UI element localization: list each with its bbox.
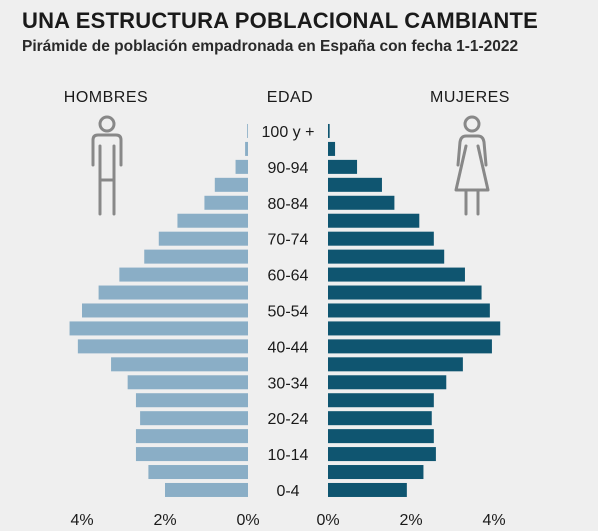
x-tick-right: 4% <box>482 512 505 529</box>
age-label: 0-4 <box>276 483 299 500</box>
age-label: 20-24 <box>268 411 309 428</box>
bar-female-90-94 <box>328 159 358 174</box>
bar-male-35-39 <box>111 357 248 372</box>
bar-male-50-54 <box>82 303 248 318</box>
bar-male-80-84 <box>204 195 248 210</box>
bar-female-45-49 <box>328 321 501 336</box>
bar-male-30-34 <box>127 375 248 390</box>
bar-male-75-79 <box>177 213 248 228</box>
bar-male-65-69 <box>144 249 248 264</box>
bar-female-15-19 <box>328 429 434 444</box>
bar-female-40-44 <box>328 339 492 354</box>
bar-female-35-39 <box>328 357 463 372</box>
header-right: MUJERES <box>430 89 510 106</box>
female-figure-icon <box>454 115 490 216</box>
age-label: 90-94 <box>268 160 309 177</box>
bar-female-10-14 <box>328 447 436 462</box>
chart-subtitle: Pirámide de población empadronada en Esp… <box>22 38 519 55</box>
bar-female-100 y + <box>328 123 330 138</box>
bar-male-10-14 <box>135 447 248 462</box>
bar-male-5-9 <box>148 465 248 480</box>
bar-male-0-4 <box>165 482 248 497</box>
age-label: 60-64 <box>268 268 309 285</box>
bar-female-50-54 <box>328 303 490 318</box>
bar-male-15-19 <box>135 429 248 444</box>
header-left: HOMBRES <box>64 89 148 106</box>
chart-title: UNA ESTRUCTURA POBLACIONAL CAMBIANTE <box>22 8 539 33</box>
bar-female-30-34 <box>328 375 447 390</box>
bar-male-45-49 <box>69 321 248 336</box>
male-figure-icon <box>91 115 123 216</box>
bar-male-55-59 <box>98 285 248 300</box>
bar-female-5-9 <box>328 465 424 480</box>
x-tick-left: 0% <box>236 512 259 529</box>
bar-female-80-84 <box>328 195 395 210</box>
x-tick-left: 2% <box>153 512 176 529</box>
bar-female-60-64 <box>328 267 465 282</box>
x-tick-right: 0% <box>316 512 339 529</box>
bar-male-40-44 <box>77 339 248 354</box>
bar-female-55-59 <box>328 285 482 300</box>
age-label: 80-84 <box>268 196 309 213</box>
bar-male-60-64 <box>119 267 248 282</box>
header-center: EDAD <box>267 89 313 106</box>
bar-female-75-79 <box>328 213 420 228</box>
bar-female-95-99 <box>328 141 336 156</box>
bar-male-90-94 <box>235 159 248 174</box>
age-label: 10-14 <box>268 447 309 464</box>
bar-female-65-69 <box>328 249 445 264</box>
bar-female-85-89 <box>328 177 382 192</box>
bar-female-20-24 <box>328 411 432 426</box>
bar-male-70-74 <box>158 231 248 246</box>
bar-male-100 y + <box>247 123 248 138</box>
bar-female-0-4 <box>328 482 407 497</box>
x-tick-right: 2% <box>399 512 422 529</box>
bar-male-85-89 <box>214 177 248 192</box>
bar-male-25-29 <box>135 393 248 408</box>
bar-female-70-74 <box>328 231 434 246</box>
age-label: 30-34 <box>268 375 309 392</box>
bar-male-20-24 <box>140 411 248 426</box>
x-tick-left: 4% <box>70 512 93 529</box>
age-label: 40-44 <box>268 339 309 356</box>
bar-female-25-29 <box>328 393 434 408</box>
age-label: 70-74 <box>268 232 309 249</box>
age-label: 100 y + <box>262 124 315 141</box>
bar-male-95-99 <box>245 141 248 156</box>
age-label: 50-54 <box>268 303 309 320</box>
